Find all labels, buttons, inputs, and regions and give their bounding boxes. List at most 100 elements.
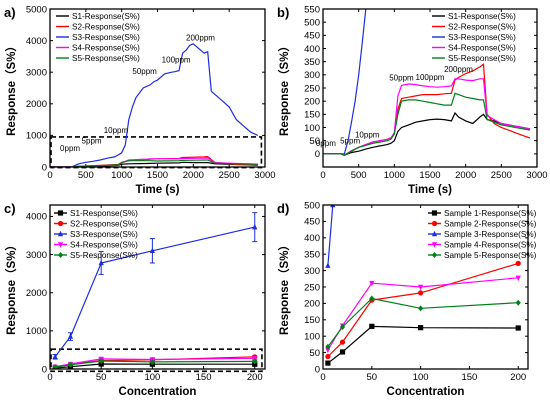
data-point-S2 <box>325 353 331 360</box>
y-tick-label: 0 <box>42 364 47 375</box>
data-point-S3 <box>252 223 258 230</box>
x-tick-label: 0 <box>47 170 52 181</box>
data-point-S3 <box>325 262 331 268</box>
data-point-S3 <box>98 259 104 266</box>
annotation-label: 0ppm <box>316 139 336 148</box>
y-axis-title: Response（S%） <box>277 40 291 136</box>
series-line-S4 <box>50 157 258 167</box>
plot-frame <box>322 204 529 370</box>
annotation-label: 100ppm <box>416 73 445 82</box>
x-tick-label: 1500 <box>147 170 168 181</box>
series-line-S1 <box>327 325 519 364</box>
legend-entry-S4: S4-Response(S%) <box>448 44 516 53</box>
annotation-label: 5ppm <box>82 136 102 145</box>
y-tick-label: 400 <box>304 44 320 55</box>
x-tick-label: 100 <box>144 372 160 383</box>
legend-entry-S2: Sample 2-Response(S%) <box>444 220 537 229</box>
y-tick-label: 100 <box>304 123 320 134</box>
y-tick-label: 4000 <box>26 212 47 223</box>
legend-entry-S2: S2-Response(S%) <box>448 23 516 32</box>
data-point-S1 <box>369 323 375 329</box>
data-point-S5 <box>515 299 521 306</box>
legend-entry-S3: Sample 3-Response(S%) <box>444 230 537 239</box>
y-tick-label: 2000 <box>26 99 47 110</box>
x-tick-label: 50 <box>367 372 378 383</box>
y-tick-label: 2000 <box>26 288 47 299</box>
series-group <box>325 205 521 366</box>
chart-panel-b: b) 0 500 1000 1500 2000 2500 3000 0 50 100 150 200 25… <box>277 4 548 196</box>
x-tick-label: 1500 <box>419 170 440 181</box>
data-point-S3 <box>52 353 58 359</box>
x-tick-label: 50 <box>96 372 107 383</box>
annotation-label: 100ppm <box>162 56 191 65</box>
legend-entry-S3: S3-Response(S%) <box>72 33 140 42</box>
series-line-S3 <box>327 205 334 266</box>
legend-marker-S1 <box>431 210 438 216</box>
x-tick-label: 2000 <box>183 170 204 181</box>
panel-label: b) <box>277 5 289 20</box>
panel-label: c) <box>4 201 16 216</box>
legend-entry-S3: S3-Response(S%) <box>70 230 138 239</box>
panel-label: d) <box>277 201 289 216</box>
y-tick-label: 50 <box>309 348 320 359</box>
series-line-S5 <box>323 92 531 156</box>
annotation-label: 5ppm <box>340 136 360 145</box>
y-tick-label: 400 <box>304 233 320 244</box>
x-axis-title: Time (s) <box>136 184 180 196</box>
legend-entry-S4: Sample 4-Response(S%) <box>444 241 537 250</box>
legend-marker-S2 <box>57 220 64 227</box>
y-tick-label: 1000 <box>26 131 47 142</box>
x-tick-label: 2500 <box>219 170 240 181</box>
data-point-S5 <box>339 324 346 331</box>
data-point-S5 <box>98 357 104 364</box>
y-tick-label: 100 <box>304 332 320 343</box>
x-tick-label: 150 <box>196 372 212 383</box>
legend-entry-S2: S2-Response(S%) <box>70 220 138 229</box>
x-axis-title: Concentration <box>119 386 197 398</box>
legend-entry-S1: Sample 1-Response(S%) <box>444 209 537 218</box>
annotation-label: 50ppm <box>132 67 157 76</box>
chart-panel-d: d)0 50 100 150 20005010015020025030035040045… <box>277 200 537 398</box>
y-tick-label: 150 <box>304 110 320 121</box>
data-point-S5 <box>369 295 375 302</box>
data-point-S5 <box>67 361 74 368</box>
x-tick-label: 2500 <box>491 170 512 181</box>
legend-entry-S1: S1-Response(S%) <box>448 12 516 21</box>
annotation-label: 200ppm <box>444 65 473 74</box>
x-tick-label: 3000 <box>526 170 547 181</box>
y-tick-label: 4000 <box>26 36 47 47</box>
x-axis-title: Concentration <box>387 386 465 398</box>
x-tick-label: 1000 <box>111 170 132 181</box>
data-point-S3 <box>67 333 74 339</box>
y-axis-title: Response（S%） <box>4 40 18 136</box>
legend-entry-S1: S1-Response(S%) <box>72 12 140 21</box>
legend-entry-S2: S2-Response(S%) <box>72 23 140 32</box>
plot-frame <box>49 8 266 168</box>
x-tick-label: 0 <box>320 170 325 181</box>
y-tick-label: 5000 <box>26 4 47 15</box>
x-tick-label: 100 <box>413 372 429 383</box>
chart-panel-c: c)0 50 100 150 20001000200030004000Concentra… <box>4 201 266 398</box>
legend-marker-S5 <box>57 252 64 258</box>
data-point-S5 <box>149 358 155 365</box>
data-point-S4 <box>369 280 375 287</box>
legend: S1-Response(S%) S2-Response(S%)S3-Respons… <box>432 12 516 63</box>
y-tick-label: 350 <box>304 57 320 68</box>
x-tick-label: 0 <box>47 372 52 383</box>
legend-marker-S3 <box>57 230 64 237</box>
legend-marker-S3 <box>431 230 438 237</box>
data-point-S4 <box>418 284 424 291</box>
legend-marker-S4 <box>57 242 64 248</box>
data-point-S1 <box>325 360 331 366</box>
data-point-S2 <box>515 260 521 266</box>
legend-marker-S1 <box>57 210 64 216</box>
plot-frame <box>322 8 538 168</box>
chart-panel-a: a) 0 500 1000 1500 2000 2500 3000 0 1000 2000 3000 4… <box>4 4 276 196</box>
y-axis-title: Response（S%） <box>4 239 18 335</box>
x-tick-label: 200 <box>510 372 526 383</box>
y-tick-label: 50 <box>309 136 320 147</box>
legend-marker-S5 <box>431 252 438 258</box>
legend-entry-S5: S5-Response(S%) <box>448 54 516 63</box>
y-tick-label: 200 <box>304 299 320 310</box>
legend-marker-S4 <box>431 242 438 248</box>
